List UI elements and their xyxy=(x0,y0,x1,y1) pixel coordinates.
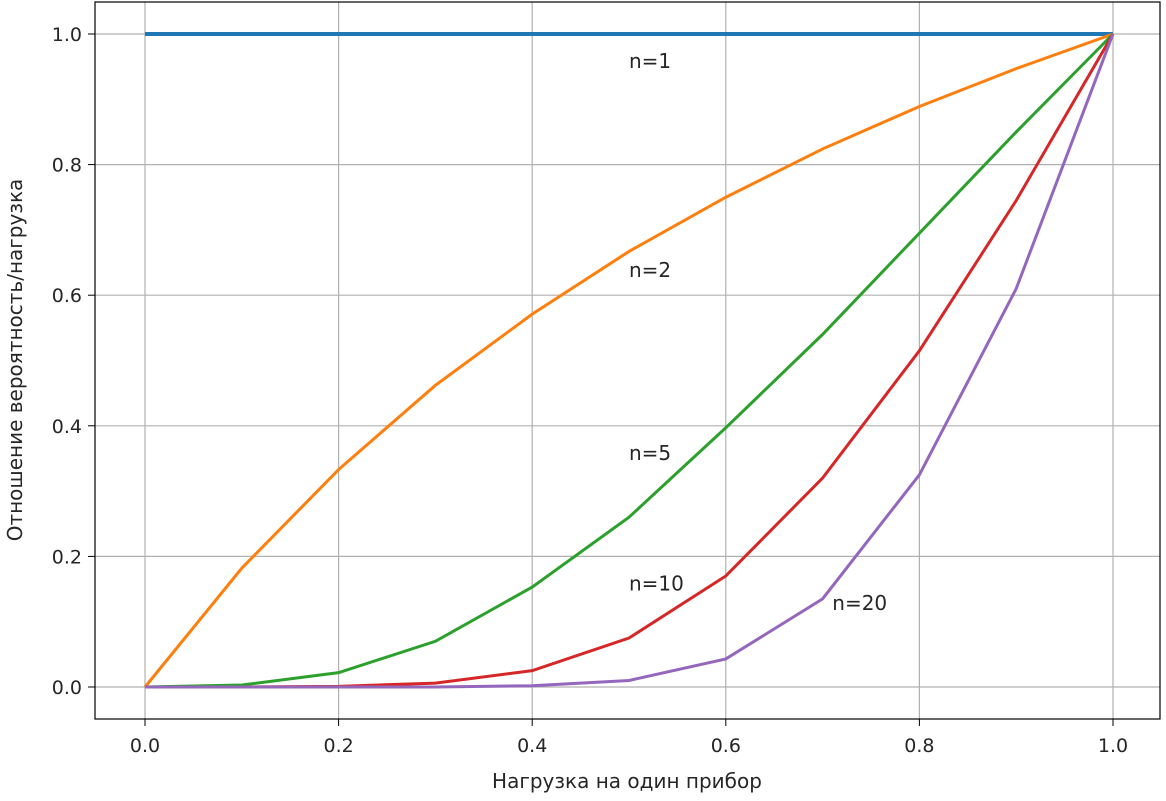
annotations: n=1 n=2 n=5 n=10 n=20 xyxy=(629,49,887,615)
y-axis-label: Отношение вероятность/нагрузка xyxy=(3,179,27,542)
annotation-label: n=10 xyxy=(629,572,684,596)
plot-frame xyxy=(94,1,1161,720)
y-tick-label: 0.6 xyxy=(52,285,82,307)
x-tick-label: 0.6 xyxy=(711,735,741,757)
y-tick-label: 0.8 xyxy=(52,155,82,177)
annotation-label: n=2 xyxy=(629,258,671,282)
x-tick-label: 0.8 xyxy=(904,735,934,757)
y-tick-label: 0.4 xyxy=(52,416,82,438)
x-tick-label: 1.0 xyxy=(1098,735,1128,757)
annotation-label: n=5 xyxy=(629,441,671,465)
x-tick-label: 0.0 xyxy=(130,735,160,757)
annotation-label: n=1 xyxy=(629,49,671,73)
annotation-label: n=20 xyxy=(832,591,887,615)
y-tick-label: 0.2 xyxy=(52,546,82,568)
y-tick-label: 1.0 xyxy=(52,24,82,46)
x-axis-label: Нагрузка на один прибор xyxy=(492,769,762,793)
x-tick-label: 0.2 xyxy=(323,735,353,757)
series-line-n-5 xyxy=(144,32,1115,689)
series-line-n-2 xyxy=(143,32,1114,688)
x-tick-label: 0.4 xyxy=(517,735,547,757)
series-line-n-20 xyxy=(145,33,1115,689)
ticks: 0.0 0.2 0.4 0.6 0.8 1.0 0.0 0.2 0.4 0.6 0.8 1.0 xyxy=(52,24,1128,757)
y-tick-label: 0.0 xyxy=(52,677,82,699)
series-lines xyxy=(143,32,1115,689)
grid xyxy=(95,2,1160,719)
